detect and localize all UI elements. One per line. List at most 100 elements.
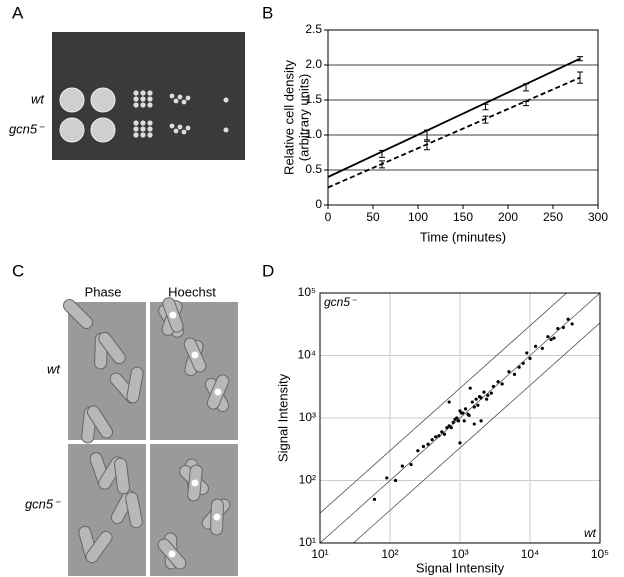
- row-label: gcn5⁻: [9, 121, 45, 136]
- y-tick-label: 10³: [299, 410, 316, 424]
- x-tick-label: 10⁴: [521, 547, 540, 561]
- reference-line: [320, 293, 568, 514]
- error-bar: [379, 160, 385, 169]
- point: [430, 438, 434, 442]
- point: [507, 370, 511, 374]
- colony: [133, 120, 139, 126]
- point: [500, 382, 504, 386]
- point: [372, 497, 377, 501]
- error-bar: [482, 103, 489, 111]
- point: [434, 435, 438, 439]
- plate-photo: [52, 32, 245, 160]
- x-tick-label: 0: [325, 210, 332, 224]
- point: [462, 419, 466, 423]
- colony: [223, 97, 229, 103]
- nucleus: [214, 388, 222, 396]
- point: [393, 478, 398, 483]
- photos: [59, 87, 238, 576]
- point: [416, 449, 420, 453]
- nucleus: [169, 311, 177, 319]
- panel-label: A: [12, 3, 24, 22]
- colony: [147, 96, 153, 102]
- colony: [90, 117, 116, 143]
- point: [491, 384, 495, 389]
- error-bar: [523, 100, 529, 107]
- point: [440, 430, 444, 434]
- x-tick-label: 10¹: [311, 547, 328, 561]
- x-axis-label: Signal Intensity: [416, 560, 505, 575]
- point: [400, 464, 404, 468]
- error-bar: [379, 149, 385, 158]
- colony: [173, 128, 179, 134]
- column-label: Phase: [85, 284, 122, 299]
- colony: [169, 123, 175, 129]
- point: [489, 391, 493, 395]
- point: [426, 442, 430, 446]
- point: [449, 426, 453, 430]
- point: [472, 405, 476, 409]
- point: [451, 420, 455, 425]
- reference-line: [320, 293, 600, 543]
- colony: [59, 117, 85, 143]
- colony: [181, 99, 187, 105]
- colony: [147, 126, 153, 132]
- colony: [133, 126, 139, 132]
- point: [525, 351, 529, 355]
- point: [442, 432, 447, 436]
- colony: [133, 132, 139, 138]
- point: [485, 397, 489, 401]
- point: [566, 317, 570, 321]
- panel-label: C: [12, 261, 24, 280]
- y-tick-label: 10²: [299, 473, 316, 487]
- point: [476, 403, 480, 407]
- y-axis-label: (arbitrary units): [296, 74, 311, 161]
- point: [467, 413, 471, 418]
- colony: [147, 102, 153, 108]
- colony: [147, 132, 153, 138]
- plot-frame: [327, 29, 599, 206]
- colony: [185, 125, 191, 131]
- point: [561, 325, 565, 330]
- point: [468, 386, 472, 390]
- error-bar: [577, 56, 583, 62]
- nucleus: [191, 351, 199, 359]
- y-axis-label: Relative cell density: [281, 60, 296, 175]
- row-label: gcn5⁻: [25, 496, 61, 511]
- point: [482, 390, 486, 394]
- colony: [140, 102, 146, 108]
- point: [533, 344, 538, 348]
- point: [521, 361, 525, 365]
- colony: [177, 94, 183, 100]
- point: [453, 417, 457, 421]
- x-tick-label: 10⁵: [591, 547, 609, 561]
- colony: [133, 90, 139, 96]
- colony: [181, 129, 187, 135]
- nucleus: [191, 479, 199, 487]
- colony: [185, 95, 191, 101]
- colony: [173, 98, 179, 104]
- colony: [140, 120, 146, 126]
- point: [549, 337, 553, 342]
- colony: [147, 90, 153, 96]
- point: [463, 407, 468, 411]
- colony: [177, 124, 183, 130]
- cell: [126, 366, 144, 404]
- colony: [133, 96, 139, 102]
- y-tick-label: 0: [315, 197, 322, 211]
- row-label: wt: [47, 361, 61, 376]
- annotation: gcn5⁻: [324, 295, 358, 309]
- colony: [140, 96, 146, 102]
- column-label: Hoechst: [168, 284, 216, 299]
- y-axis-label: Signal Intensity: [275, 373, 290, 462]
- y-tick-label: 1.5: [305, 92, 322, 106]
- point: [470, 400, 474, 404]
- x-tick-label: 250: [543, 210, 563, 224]
- plot-frame: [319, 292, 601, 544]
- colony: [133, 102, 139, 108]
- y-tick-label: 2.0: [305, 57, 322, 71]
- cell: [98, 331, 126, 365]
- colony: [90, 87, 116, 113]
- nucleus: [168, 550, 176, 558]
- x-tick-label: 300: [588, 210, 608, 224]
